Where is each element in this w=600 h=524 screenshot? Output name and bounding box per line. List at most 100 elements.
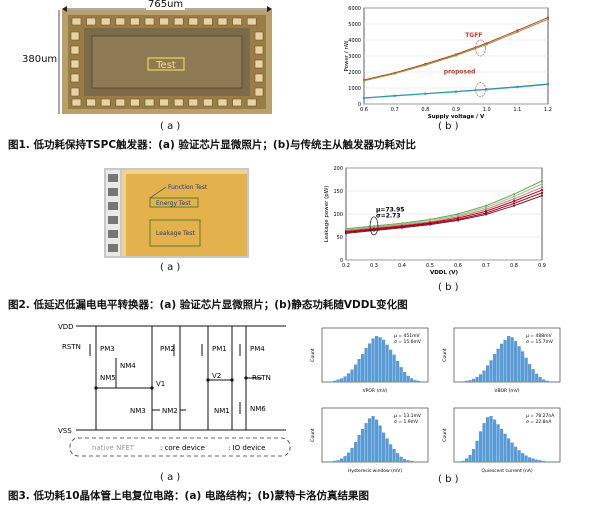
legend-core-device: : core device <box>160 444 205 452</box>
leakage-chart-y-tick-label: 200 <box>333 166 343 172</box>
histogram-bar <box>503 339 507 382</box>
histogram-bar <box>339 378 344 382</box>
legend-native-nfet: native NFET <box>92 444 135 452</box>
power-chart-data-point <box>454 54 458 57</box>
pm2-label: PM2 <box>160 345 175 353</box>
power-chart-data-point <box>393 72 396 75</box>
power-chart-data-point <box>362 97 366 100</box>
rstn-right-label: RSTN <box>252 374 271 382</box>
histogram-sigma-annotation: σ = 22.8nA <box>526 419 552 425</box>
histogram-bar <box>417 461 421 462</box>
histogram-bar <box>385 344 389 382</box>
leakage-chart-y-tick-label: 150 <box>333 189 343 195</box>
power-chart-data-point <box>362 79 366 82</box>
histogram-bar <box>367 418 372 462</box>
histogram-bar <box>396 360 400 382</box>
histogram-bar <box>360 428 365 462</box>
histogram-bar <box>375 336 379 382</box>
leakage-chart-series-line <box>345 186 543 232</box>
histogram-bar <box>385 438 389 462</box>
histogram-bar <box>489 360 493 382</box>
histogram-bar <box>514 446 518 462</box>
histogram-bar <box>492 353 497 382</box>
v2-label: V2 <box>212 372 221 380</box>
leakage-chart-y-tick-label: 0 <box>340 258 343 264</box>
histogram-bar <box>410 378 414 382</box>
power-chart-y-tick-label: 6000 <box>348 6 361 12</box>
histogram-bar <box>531 458 535 462</box>
histogram-mu-annotation: μ = 451mV <box>394 333 420 339</box>
histogram-bar <box>531 369 535 382</box>
histogram-bar <box>343 376 347 382</box>
histogram-bar <box>468 454 472 462</box>
histogram-bar <box>392 354 396 382</box>
histogram-bar <box>367 343 372 382</box>
fig3-caption: 图3. 低功耗10晶体管上电复位电路：(a) 电路结构；(b)蒙特卡洛仿真结果图 <box>8 490 370 502</box>
leakage-chart-data-point <box>512 197 516 200</box>
leakage-chart-x-tick-label: 0.7 <box>482 263 490 269</box>
power-chart-data-point <box>485 43 488 46</box>
power-chart-y-tick-label: 4000 <box>348 38 361 44</box>
histogram-bar <box>399 367 403 382</box>
histogram-bar <box>403 372 407 382</box>
histogram-bar <box>517 346 521 382</box>
histogram-bar <box>507 438 511 462</box>
histogram-y-label: Count <box>310 348 316 362</box>
histogram-bar <box>353 364 358 382</box>
leakage-chart-x-tick-label: 0.5 <box>426 263 434 269</box>
pm1-label: PM1 <box>212 345 227 353</box>
power-chart-y-tick-label: 2000 <box>348 70 361 76</box>
nm3-label: NM3 <box>130 407 146 415</box>
fig1-height-label: 380um <box>22 54 58 65</box>
histogram-bar <box>346 373 351 382</box>
fig3-sub-b: ( b ) <box>438 474 459 485</box>
leakage-chart-series-line <box>345 180 543 230</box>
power-chart-x-tick-label: 1.2 <box>544 107 552 113</box>
leakage-chart-data-point <box>484 208 488 211</box>
function-test-label: Function Test <box>168 184 208 191</box>
leakage-chart-data-point <box>540 188 544 192</box>
histogram-bar <box>413 380 417 382</box>
histogram-bar <box>350 369 354 382</box>
histogram-bar <box>538 376 542 382</box>
histogram-bar <box>528 457 532 462</box>
histogram-bar <box>542 379 546 382</box>
histogram-bar <box>378 337 382 382</box>
leakage-chart-x-tick-label: 0.4 <box>398 263 406 269</box>
histogram-bar <box>346 452 351 462</box>
histogram-bar <box>545 461 549 462</box>
histogram-bar <box>535 459 539 462</box>
fig3-histogram-hysteresis: Hysteresis window (mV) Count μ = 13.1mV σ =… <box>306 402 436 478</box>
power-chart-x-tick-label: 0.8 <box>421 107 429 113</box>
power-chart-data-point <box>546 16 550 19</box>
histogram-bar <box>482 423 486 462</box>
power-chart-data-point <box>546 83 550 86</box>
leakage-chart-data-point <box>484 206 488 209</box>
leakage-chart-data-point <box>512 193 516 196</box>
histogram-bar <box>514 341 518 382</box>
leakage-chart-y-tick-label: 100 <box>333 212 343 218</box>
leakage-chart-y-tick-label: 50 <box>337 235 343 241</box>
histogram-bar <box>524 357 528 382</box>
histogram-bar <box>406 375 410 382</box>
histogram-bar <box>339 458 344 462</box>
leakage-chart-series-line <box>345 195 543 234</box>
histogram-mu-annotation: μ = 488mV <box>526 333 552 339</box>
leakage-chart-data-point <box>400 226 404 229</box>
histogram-bar <box>461 381 465 382</box>
histogram-bar <box>392 449 396 462</box>
histogram-bar <box>524 455 528 462</box>
tgff-highlight <box>475 39 486 57</box>
histogram-bar <box>499 343 504 382</box>
power-chart-data-point <box>424 64 427 67</box>
sigma-annotation: σ=2.73 <box>376 213 401 220</box>
leakage-chart-x-tick-label: 0.8 <box>510 263 518 269</box>
histogram-bar <box>413 461 417 462</box>
histogram-y-label: Count <box>442 348 448 362</box>
fig1-power-chart: 0 1000 2000 3000 4000 5000 6000 0.6 0.7 0.8 0.9 1.0… <box>340 2 555 124</box>
histogram-bar <box>478 431 483 462</box>
leakage-chart-data-point <box>512 200 516 203</box>
leakage-chart-data-point <box>484 210 488 213</box>
histogram-bar <box>471 449 476 462</box>
fig2-sub-b: ( b ) <box>438 282 459 293</box>
